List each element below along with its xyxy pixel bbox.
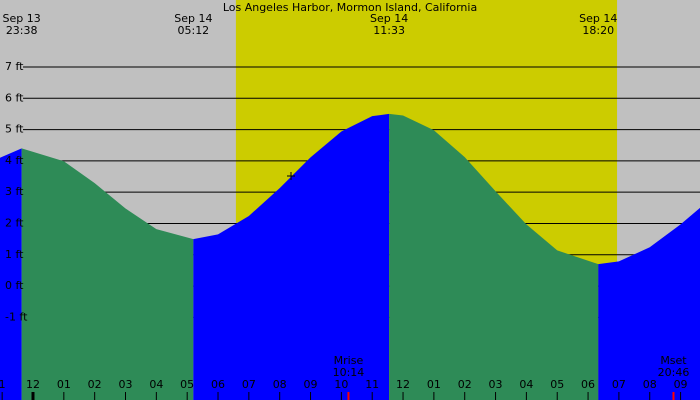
x-tick-label: 01: [427, 378, 441, 391]
x-tick-label: 02: [88, 378, 102, 391]
y-tick-label: 4 ft: [5, 154, 24, 167]
x-tick-label: 04: [519, 378, 533, 391]
moon-label: Mset: [660, 354, 687, 367]
moon-time: 10:14: [333, 366, 365, 379]
x-tick-label: 02: [458, 378, 472, 391]
y-tick-label: 6 ft: [5, 91, 24, 104]
extreme-date: Sep 13: [3, 12, 41, 25]
x-tick-label: 06: [211, 378, 225, 391]
x-tick-label: 05: [180, 378, 194, 391]
x-tick-label: 06: [581, 378, 595, 391]
moon-label: Mrise: [334, 354, 364, 367]
rising-tide: [598, 207, 700, 400]
x-tick-label: 09: [304, 378, 318, 391]
extreme-time: 23:38: [6, 24, 38, 37]
extreme-time: 11:33: [373, 24, 405, 37]
y-tick-label: 1 ft: [5, 248, 24, 261]
x-tick-label: 11: [365, 378, 379, 391]
x-tick-label: 05: [550, 378, 564, 391]
x-tick-label: 04: [149, 378, 163, 391]
x-tick-label: 07: [612, 378, 626, 391]
x-tick-label: 08: [643, 378, 657, 391]
x-tick-label: 10: [334, 378, 348, 391]
y-tick-label: -1 ft: [5, 310, 28, 323]
x-tick-label: 03: [489, 378, 503, 391]
x-tick-label: 03: [119, 378, 133, 391]
x-tick-label: 07: [242, 378, 256, 391]
y-tick-label: 5 ft: [5, 123, 24, 136]
y-tick-label: 7 ft: [5, 60, 24, 73]
falling-tide: [389, 113, 599, 400]
x-tick-label: 08: [273, 378, 287, 391]
extreme-date: Sep 14: [579, 12, 617, 25]
x-tick-label: 1: [0, 378, 6, 391]
rising-tide: [193, 113, 390, 400]
falling-tide: [21, 148, 194, 400]
extreme-date: Sep 14: [174, 12, 212, 25]
y-tick-label: 0 ft: [5, 279, 24, 292]
x-tick-label: 09: [674, 378, 688, 391]
rising-tide: [0, 148, 22, 400]
x-tick-label: 01: [57, 378, 71, 391]
y-tick-label: 3 ft: [5, 185, 24, 198]
extreme-time: 05:12: [177, 24, 209, 37]
extreme-date: Sep 14: [370, 12, 408, 25]
y-tick-label: 2 ft: [5, 216, 24, 229]
extreme-time: 18:20: [582, 24, 614, 37]
x-tick-label: 12: [396, 378, 410, 391]
chart-title: Los Angeles Harbor, Mormon Island, Calif…: [223, 1, 477, 14]
moon-time: 20:46: [658, 366, 690, 379]
x-tick-label: 12: [26, 378, 40, 391]
